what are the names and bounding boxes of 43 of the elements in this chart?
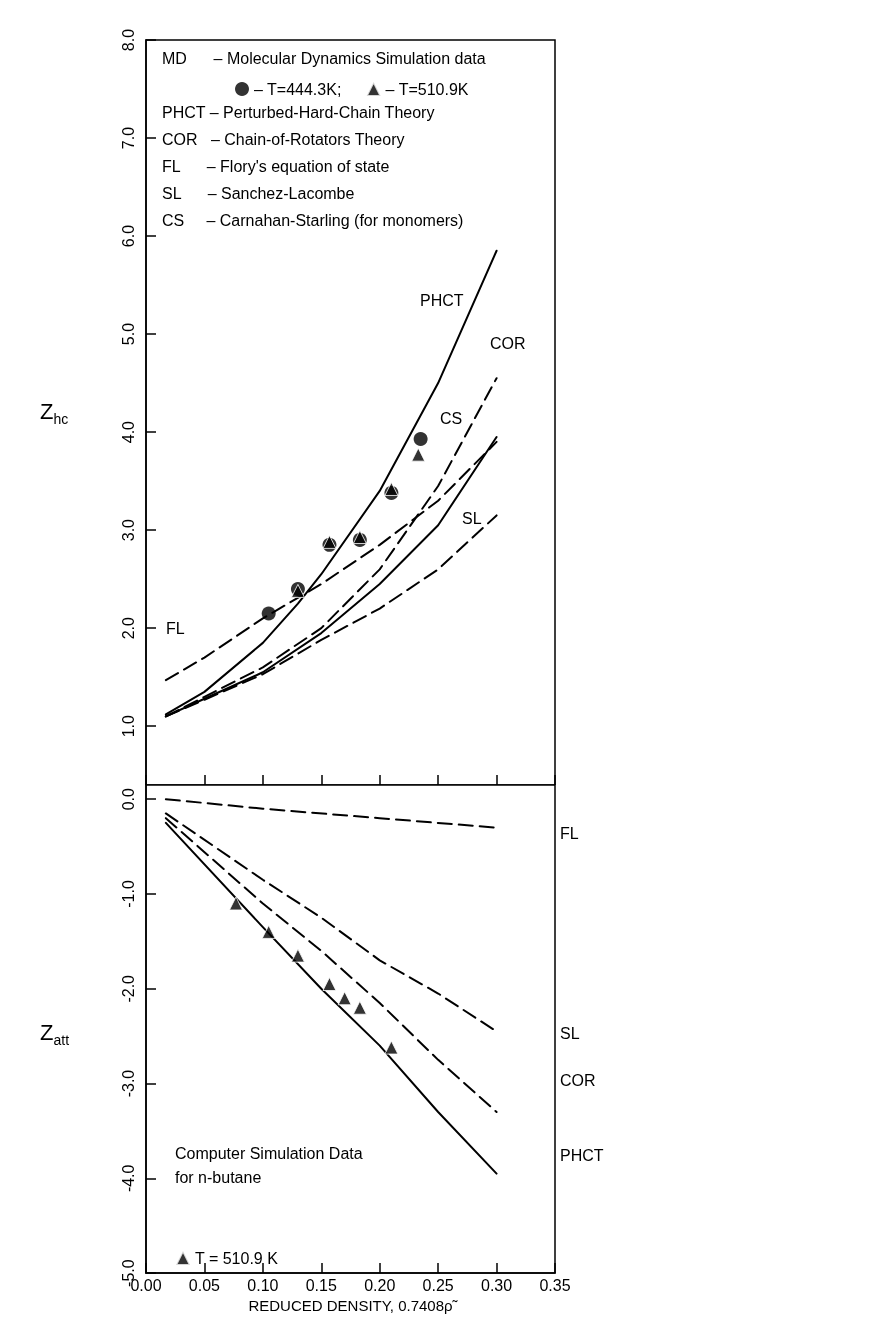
x-tick-label: 0.15 bbox=[305, 1276, 337, 1294]
annotation: SL bbox=[462, 509, 482, 527]
annotation: Computer Simulation Data bbox=[175, 1144, 363, 1162]
y-tick-label: 5.0 bbox=[119, 322, 137, 346]
x-tick-label: 0.05 bbox=[188, 1276, 221, 1294]
y-tick-label: 0.0 bbox=[119, 788, 137, 811]
y-tick-label: -2.0 bbox=[119, 974, 137, 1003]
y-tick-label: 8.0 bbox=[119, 28, 137, 52]
legend-label: – T=444.3K; bbox=[254, 80, 342, 98]
y-tick-label: 7.0 bbox=[119, 126, 137, 150]
y-tick-label: 1.0 bbox=[119, 714, 137, 738]
x-axis-title: REDUCED DENSITY, 0.7408ρ̃ bbox=[248, 1297, 459, 1314]
annotation: CS – Carnahan-Starling (for monomers) bbox=[162, 211, 464, 229]
annotation: CS bbox=[440, 409, 463, 427]
y-axis-title: Z$_{att}$ bbox=[40, 1020, 70, 1049]
text: COR bbox=[560, 1071, 596, 1089]
legend-label: – T=510.9K bbox=[385, 80, 469, 98]
y-tick-label: -3.0 bbox=[119, 1069, 137, 1098]
x-tick-label: 0.30 bbox=[481, 1276, 513, 1294]
y-tick-label: -1.0 bbox=[119, 880, 137, 908]
legend-label: T = 510.9 K bbox=[195, 1249, 279, 1267]
annotation: COR bbox=[490, 334, 526, 352]
y-tick-label: 4.0 bbox=[119, 420, 137, 444]
y-axis-title: Z$_{hc}$ bbox=[40, 398, 69, 427]
text: FL bbox=[560, 824, 579, 842]
x-tick-label: 0.10 bbox=[247, 1276, 279, 1294]
annotation: PHCT bbox=[420, 291, 464, 309]
annotation: MD – Molecular Dynamics Simulation data bbox=[162, 49, 486, 67]
y-tick-label: 6.0 bbox=[119, 224, 137, 248]
x-tick-label: 0.35 bbox=[539, 1276, 571, 1294]
annotation: for n-butane bbox=[175, 1168, 262, 1186]
x-tick-label: 0.20 bbox=[364, 1276, 396, 1294]
y-tick-label: 3.0 bbox=[119, 518, 137, 542]
annotation: SL – Sanchez-Lacombe bbox=[162, 184, 355, 202]
annotation: FL – Flory's equation of state bbox=[162, 157, 390, 175]
annotation: COR – Chain-of-Rotators Theory bbox=[162, 130, 405, 148]
text: SL bbox=[560, 1024, 580, 1042]
y-tick-label: -4.0 bbox=[119, 1164, 137, 1193]
annotation: FL bbox=[166, 619, 185, 637]
annotation: PHCT – Perturbed-Hard-Chain Theory bbox=[162, 103, 435, 121]
x-tick-label: 0.25 bbox=[422, 1276, 454, 1294]
text: PHCT bbox=[560, 1146, 604, 1164]
y-tick-label: 2.0 bbox=[119, 616, 137, 640]
